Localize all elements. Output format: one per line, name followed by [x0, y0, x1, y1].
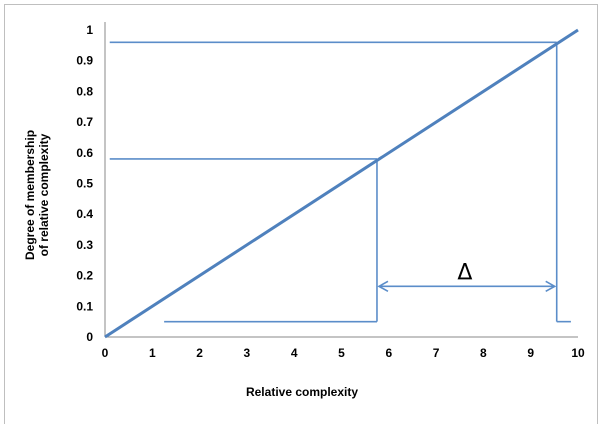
x-tick-label: 1 — [149, 346, 156, 360]
reference-lines — [109, 41, 571, 323]
interval-annotation: Δ — [377, 260, 557, 293]
y-axis-title: Degree of membership of relative complex… — [23, 130, 51, 260]
y-tick-label: 0.7 — [76, 115, 93, 129]
series-lines — [104, 28, 579, 339]
y-tick-labels: 0 0.1 0.2 0.3 0.4 0.5 0.6 0.7 0.8 0.9 1 — [76, 23, 93, 344]
membership-chart: Δ 0 1 2 3 4 5 6 7 8 9 10 0 0.1 0.2 0.3 0.4 0.5 0.6 0.7 0.8… — [23, 22, 585, 399]
axes — [104, 22, 578, 338]
x-axis-title: Relative complexity — [246, 385, 358, 399]
x-tick-label: 5 — [338, 346, 345, 360]
x-tick-label: 9 — [527, 346, 534, 360]
y-tick-label: 1 — [86, 23, 93, 37]
chart-frame: Δ 0 1 2 3 4 5 6 7 8 9 10 0 0.1 0.2 0.3 0.4 0.5 0.6 0.7 0.8… — [4, 4, 598, 424]
y-tick-label: 0.2 — [76, 269, 93, 283]
interval-label: Δ — [457, 260, 472, 285]
y-tick-label: 0.3 — [76, 238, 93, 252]
y-tick-label: 0.1 — [76, 299, 93, 313]
x-tick-label: 0 — [102, 346, 109, 360]
series-line-0 — [104, 28, 579, 339]
y-tick-label: 0.6 — [76, 146, 93, 160]
y-tick-label: 0.9 — [76, 54, 93, 68]
x-tick-label: 10 — [571, 346, 585, 360]
interval-arrow-right — [545, 280, 557, 293]
x-tick-label: 4 — [291, 346, 298, 360]
x-tick-label: 8 — [480, 346, 487, 360]
y-axis-title-line-2: of relative complexity — [37, 133, 51, 256]
x-tick-label: 6 — [385, 346, 392, 360]
x-tick-labels: 0 1 2 3 4 5 6 7 8 9 10 — [102, 346, 585, 360]
y-tick-label: 0.4 — [76, 207, 93, 221]
y-tick-label: 0 — [86, 330, 93, 344]
x-tick-label: 2 — [196, 346, 203, 360]
y-tick-label: 0.5 — [76, 177, 93, 191]
x-tick-label: 3 — [244, 346, 251, 360]
y-axis-title-line-1: Degree of membership — [23, 130, 37, 260]
y-tick-label: 0.8 — [76, 84, 93, 98]
interval-arrow-left — [377, 280, 389, 293]
x-tick-label: 7 — [433, 346, 440, 360]
